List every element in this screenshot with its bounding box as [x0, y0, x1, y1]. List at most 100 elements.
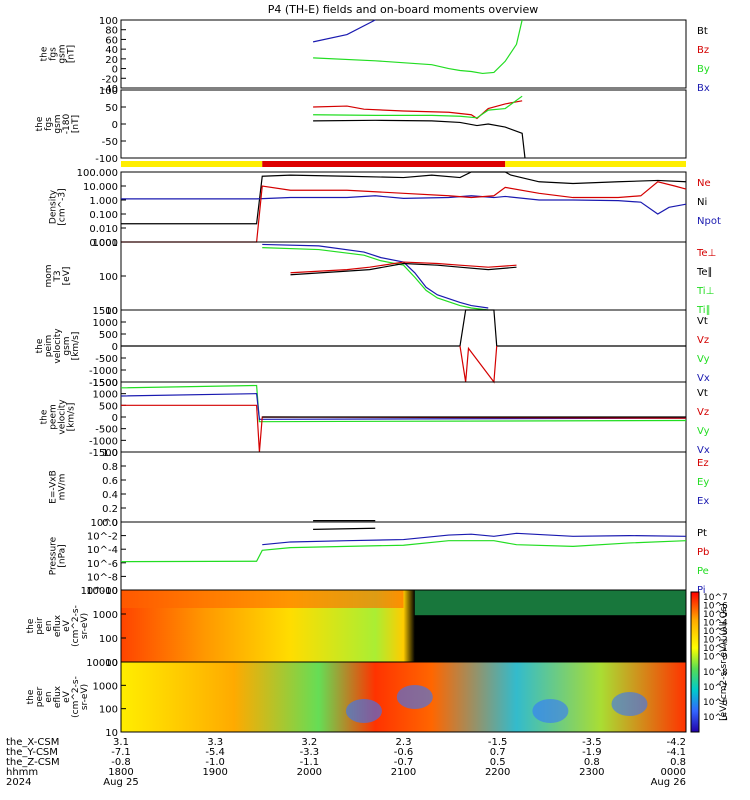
- series-line-ne: [121, 181, 687, 243]
- legend-entry: Pe: [697, 566, 709, 577]
- legend-entry: Bt: [697, 26, 708, 37]
- colorbar-label: [eV/(cm2-s-sr-eV)] (All Qs): [719, 603, 729, 721]
- y-tick-label: 60: [105, 35, 118, 46]
- legend-entry: Ni: [697, 197, 707, 208]
- y-tick-label: 10^-2: [87, 532, 118, 543]
- x-axis-value: 0.8: [584, 757, 600, 768]
- y-axis-label: peim: [44, 335, 54, 358]
- y-tick-label: 40: [105, 45, 118, 56]
- x-axis-row-label: the_Z-CSM: [6, 757, 60, 768]
- y-tick-label: -50: [102, 137, 118, 148]
- y-tick-label: 10^-6: [87, 559, 118, 570]
- y-axis-label: gsm: [62, 336, 72, 355]
- y-axis-label: [nT]: [67, 45, 77, 63]
- panel-frame: [120, 451, 687, 523]
- y-tick-label: 1.0: [102, 448, 118, 459]
- colorbar-tick: 10^7: [703, 683, 728, 693]
- panel-frame: [120, 19, 687, 89]
- y-axis-label: [cm^-3]: [58, 188, 68, 225]
- y-axis-label: E=-VxB: [49, 470, 59, 504]
- y-axis-label: [km/s]: [67, 403, 77, 432]
- panel-frame: [120, 521, 687, 591]
- legend-entry: Pi: [697, 585, 706, 596]
- spectrogram-blob: [396, 685, 433, 709]
- y-axis-label: the: [35, 338, 45, 353]
- legend-entry: Vt: [697, 388, 708, 399]
- spectrogram-band: [414, 590, 686, 616]
- x-axis-value: -4.2: [666, 737, 686, 748]
- colorbar-tick: 10^8: [703, 668, 728, 678]
- y-tick-label: -1500: [89, 448, 118, 459]
- series-line-bz: [313, 100, 523, 120]
- x-axis-row-label: 2024: [6, 777, 31, 788]
- y-tick-label: 20: [105, 55, 118, 66]
- y-tick-label: 100: [99, 16, 118, 27]
- y-tick-label: 0.6: [102, 476, 118, 487]
- legend-entry: Vy: [697, 426, 710, 437]
- status-bar-segment: [121, 161, 263, 167]
- plot-title: P4 (TH-E) fields and on-board moments ov…: [268, 3, 539, 16]
- legend-entry: Te∥: [696, 267, 713, 278]
- x-axis-value: 2300: [579, 767, 604, 778]
- series-line-pt: [313, 527, 376, 530]
- x-axis-value: -5.4: [205, 747, 225, 758]
- x-axis: the_X-CSM 3.1 3.3 3.2 2.3 -1.5 -3.5 -4.2 the_Y-C…: [6, 737, 686, 788]
- legend-entry: Vx: [697, 373, 710, 384]
- y-axis-label: eV: [62, 619, 72, 632]
- y-axis-label: peir: [35, 617, 45, 635]
- y-tick-label: 100: [99, 705, 118, 716]
- y-tick-label: 0: [112, 413, 118, 424]
- x-axis-value: -3.3: [300, 747, 320, 758]
- legend-entry: Ex: [697, 496, 709, 507]
- y-axis-label: (cm^2-s-: [71, 605, 81, 647]
- colorbar-tick: 10^6: [703, 698, 728, 708]
- colorbar-tick: 10^6: [703, 602, 728, 612]
- y-axis-label: velocity: [53, 328, 63, 364]
- y-axis-label: eflux: [53, 685, 63, 708]
- y-axis-label: -180: [62, 114, 72, 135]
- panel-density: 100.000 10.000 1.000 0.100 0.010 0.001 Density…: [49, 168, 721, 249]
- legend-entry: Bx: [697, 83, 710, 94]
- y-tick-label: 10^-8: [87, 572, 118, 583]
- colorbar-tick: 10^5: [703, 713, 728, 723]
- y-tick-label: 1000: [93, 390, 118, 401]
- legend-entry: Vz: [697, 335, 709, 346]
- y-tick-label: -1500: [89, 378, 118, 389]
- y-axis-label: (cm^2-s-: [71, 676, 81, 718]
- y-axis-label: en: [44, 620, 54, 631]
- y-axis-label: fgs: [44, 117, 54, 131]
- x-axis-value: Aug 26: [651, 777, 686, 788]
- x-axis-value: 2000: [297, 767, 322, 778]
- legend-entry: Ne: [697, 178, 711, 189]
- x-axis-value: 1800: [108, 767, 133, 778]
- spectrogram-band: [121, 590, 404, 608]
- y-axis-label: gsm: [58, 44, 68, 63]
- series-line-vx: [120, 393, 687, 420]
- y-tick-label: 1000: [93, 318, 118, 329]
- spectrogram-blob: [345, 699, 382, 723]
- panel-peir-spectrogram: 10000 1000 100 10 the peir en eflux eV (cm^2-s-sr…: [26, 586, 687, 669]
- y-tick-label: 1.000: [89, 196, 118, 207]
- y-axis-label: sr-eV): [80, 684, 90, 710]
- y-tick-label: 10: [105, 728, 118, 739]
- series-line-vt: [121, 309, 686, 347]
- legend-entry: Ti∥: [696, 305, 711, 316]
- colorbar-gradient: [690, 591, 700, 733]
- y-axis-label: fgs: [49, 47, 59, 61]
- status-bar-segment: [262, 161, 506, 167]
- y-axis-label: [nT]: [71, 115, 81, 133]
- series-line-bt: [313, 119, 526, 159]
- panel-frame: [120, 661, 687, 733]
- y-axis-label: the: [26, 618, 36, 633]
- y-tick-label: 0.100: [89, 210, 118, 221]
- x-axis-value: -1.5: [488, 737, 508, 748]
- status-bar-segment: [505, 161, 686, 167]
- y-tick-label: 0: [112, 120, 118, 131]
- y-tick-label: -500: [95, 354, 118, 365]
- x-axis-value: -1.1: [300, 757, 320, 768]
- series-line-bx: [312, 19, 376, 43]
- y-axis-label: velocity: [58, 399, 68, 435]
- panel-peer-spectrogram: 10000 1000 100 10 the peer en eflux eV (cm^2-s-sr…: [26, 658, 687, 739]
- y-tick-label: 10000: [86, 586, 118, 597]
